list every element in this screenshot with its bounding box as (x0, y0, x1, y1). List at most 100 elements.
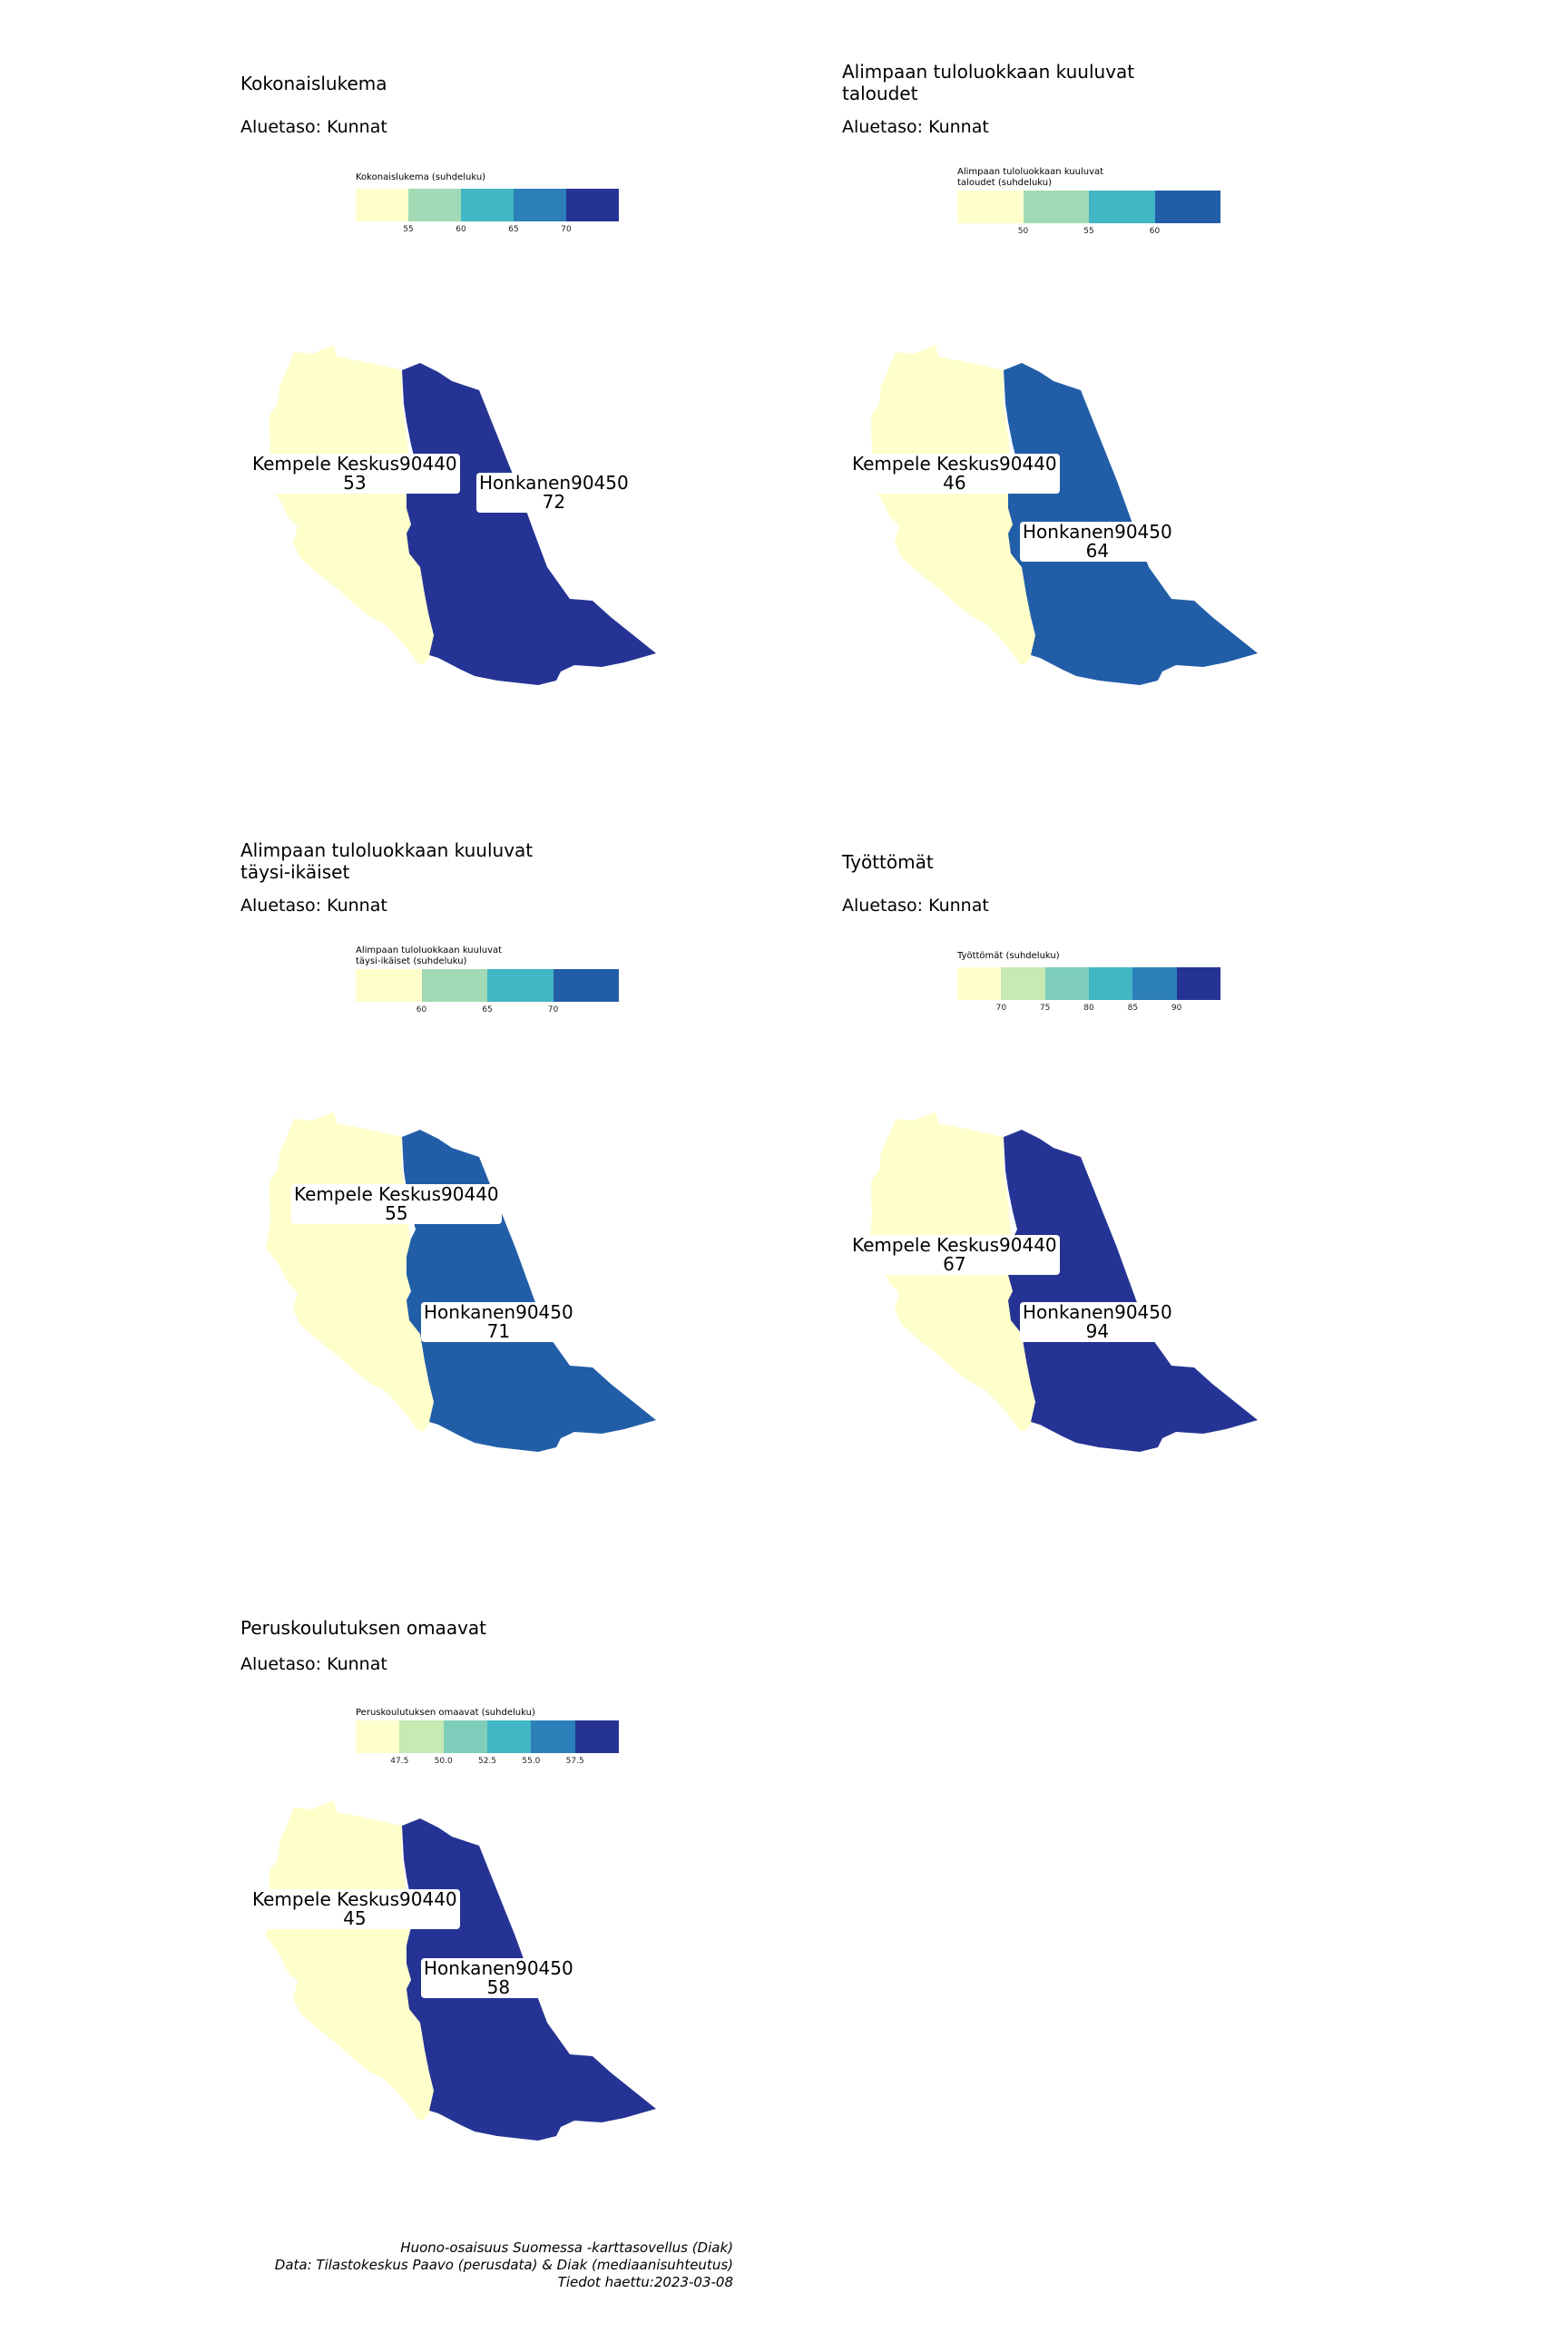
legend-tick-label: 50.0 (434, 1757, 453, 1766)
caption-retrieved-date: Tiedot haettu:2023-03-08 (557, 2274, 733, 2290)
map-panel-alimpaan-taloudet: Alimpaan tuloluokkaan kuuluvat taloudet … (842, 61, 1568, 787)
panel-subtitle: Aluetaso: Kunnat (240, 1654, 387, 1674)
legend-swatch (408, 189, 461, 221)
region-value: 72 (542, 491, 566, 513)
legend-ticks: 50 55 60 (957, 227, 1220, 240)
legend-swatch (1001, 967, 1045, 1000)
label-honkanen: Honkanen90450 72 (476, 473, 632, 513)
legend-title: Työttömät (suhdeluku) (957, 951, 1060, 961)
legend-swatch (574, 1720, 619, 1753)
region-name: Kempele Keskus90440 (252, 1888, 457, 1910)
legend-swatch (566, 189, 619, 221)
region-name: Kempele Keskus90440 (294, 1183, 499, 1205)
region-name: Kempele Keskus90440 (852, 1234, 1057, 1256)
panel-title: Peruskoulutuksen omaavat (240, 1617, 487, 1639)
legend-tick-label: 65 (508, 225, 519, 234)
region-honkanen[interactable] (1004, 1130, 1258, 1452)
label-honkanen: Honkanen90450 64 (1020, 522, 1175, 562)
legend-swatch (1176, 967, 1220, 1000)
legend-colorbar (356, 189, 619, 221)
label-kempele-keskus: Kempele Keskus90440 46 (849, 454, 1060, 494)
legend: Kokonaislukema (suhdeluku) 55 60 65 70 (356, 172, 619, 234)
panel-subtitle: Aluetaso: Kunnat (240, 896, 387, 916)
legend-title: Alimpaan tuloluokkaan kuuluvat täysi-ikä… (356, 946, 503, 966)
legend-ticks: 55 60 65 70 (356, 225, 619, 238)
region-name: Honkanen90450 (424, 1301, 573, 1323)
legend-ticks: 70 75 80 85 90 (957, 1004, 1220, 1016)
region-value: 45 (343, 1907, 367, 1929)
map-panel-peruskoulutus: Peruskoulutuksen omaavat Aluetaso: Kunna… (240, 1617, 966, 2343)
region-honkanen[interactable] (402, 1130, 656, 1452)
legend-swatch (553, 969, 619, 1002)
legend-tick-label: 60 (1149, 227, 1161, 236)
region-name: Honkanen90450 (1023, 1301, 1172, 1323)
region-value: 94 (1085, 1320, 1110, 1342)
legend-tick-label: 55.0 (522, 1757, 541, 1766)
legend-swatch (421, 969, 487, 1002)
region-name: Kempele Keskus90440 (252, 453, 457, 475)
legend-swatch (1088, 967, 1133, 1000)
legend-title: Peruskoulutuksen omaavat (suhdeluku) (356, 1708, 535, 1718)
panel-title: Alimpaan tuloluokkaan kuuluvat täysi-ikä… (240, 839, 534, 883)
panel-title: Alimpaan tuloluokkaan kuuluvat taloudet (842, 61, 1135, 104)
legend-swatch (356, 189, 408, 221)
legend-swatch (356, 1720, 400, 1753)
panel-subtitle: Aluetaso: Kunnat (842, 117, 989, 137)
legend-swatch (1023, 191, 1089, 223)
region-name: Kempele Keskus90440 (852, 453, 1057, 475)
choropleth-map (266, 1800, 656, 2141)
legend-swatch (461, 189, 514, 221)
label-kempele-keskus: Kempele Keskus90440 53 (250, 454, 460, 494)
legend-swatch (399, 1720, 444, 1753)
region-kempele-keskus[interactable] (266, 1800, 434, 2120)
legend-ticks: 60 65 70 (356, 1005, 619, 1018)
region-kempele-keskus[interactable] (266, 345, 434, 664)
legend-tick-label: 47.5 (390, 1757, 409, 1766)
region-name: Honkanen90450 (1023, 521, 1172, 543)
region-value: 46 (943, 472, 966, 494)
choropleth-map (266, 345, 656, 685)
label-honkanen: Honkanen90450 94 (1020, 1302, 1175, 1342)
legend: Alimpaan tuloluokkaan kuuluvat täysi-ikä… (356, 946, 619, 1014)
label-kempele-keskus: Kempele Keskus90440 67 (849, 1235, 1060, 1275)
legend-swatch (356, 969, 422, 1002)
legend-swatch (1132, 967, 1177, 1000)
region-value: 53 (343, 472, 367, 494)
source-caption: Huono-osaisuus Suomessa -karttasovellus … (181, 2239, 733, 2294)
panel-title: Kokonaislukema (240, 73, 387, 94)
legend-tick-label: 57.5 (565, 1757, 584, 1766)
legend: Peruskoulutuksen omaavat (suhdeluku) 47.… (356, 1708, 619, 1766)
caption-app: Huono-osaisuus Suomessa -karttasovellus … (400, 2239, 733, 2256)
panel-subtitle: Aluetaso: Kunnat (842, 896, 989, 916)
label-honkanen: Honkanen90450 58 (421, 1958, 576, 1998)
region-value: 67 (943, 1253, 966, 1275)
region-value: 58 (486, 1976, 511, 1998)
legend-swatch (486, 1720, 532, 1753)
legend-swatch (1154, 191, 1220, 223)
legend-swatch (487, 969, 554, 1002)
panel-subtitle: Aluetaso: Kunnat (240, 117, 387, 137)
legend-tick-label: 52.5 (477, 1757, 497, 1766)
panel-title: Työttömät (842, 851, 934, 873)
region-name: Honkanen90450 (424, 1957, 573, 1979)
legend-swatch (514, 189, 566, 221)
caption-data-source: Data: Tilastokeskus Paavo (perusdata) & … (274, 2257, 733, 2273)
legend-tick-label: 60 (416, 1005, 427, 1014)
region-honkanen[interactable] (402, 363, 656, 685)
legend-ticks: 47.5 50.0 52.5 55.0 57.5 (356, 1757, 619, 1769)
legend-title: Alimpaan tuloluokkaan kuuluvat taloudet … (957, 167, 1104, 188)
label-honkanen: Honkanen90450 71 (421, 1302, 576, 1342)
region-kempele-keskus[interactable] (867, 345, 1035, 664)
legend-swatch (531, 1720, 575, 1753)
map-panel-kokonaislukema: Kokonaislukema Aluetaso: Kunnat Kokonais… (240, 73, 966, 799)
legend-tick-label: 50 (1017, 227, 1029, 236)
legend-swatch (1089, 191, 1155, 223)
map-panel-alimpaan-taysi-ikaiset: Alimpaan tuloluokkaan kuuluvat täysi-ikä… (240, 839, 966, 1565)
legend-swatch (443, 1720, 487, 1753)
legend: Alimpaan tuloluokkaan kuuluvat taloudet … (957, 167, 1220, 236)
legend-tick-label: 85 (1127, 1004, 1139, 1013)
legend-tick-label: 90 (1171, 1004, 1182, 1013)
legend-swatch (1044, 967, 1089, 1000)
region-value: 55 (385, 1202, 408, 1224)
legend-tick-label: 70 (561, 225, 572, 234)
